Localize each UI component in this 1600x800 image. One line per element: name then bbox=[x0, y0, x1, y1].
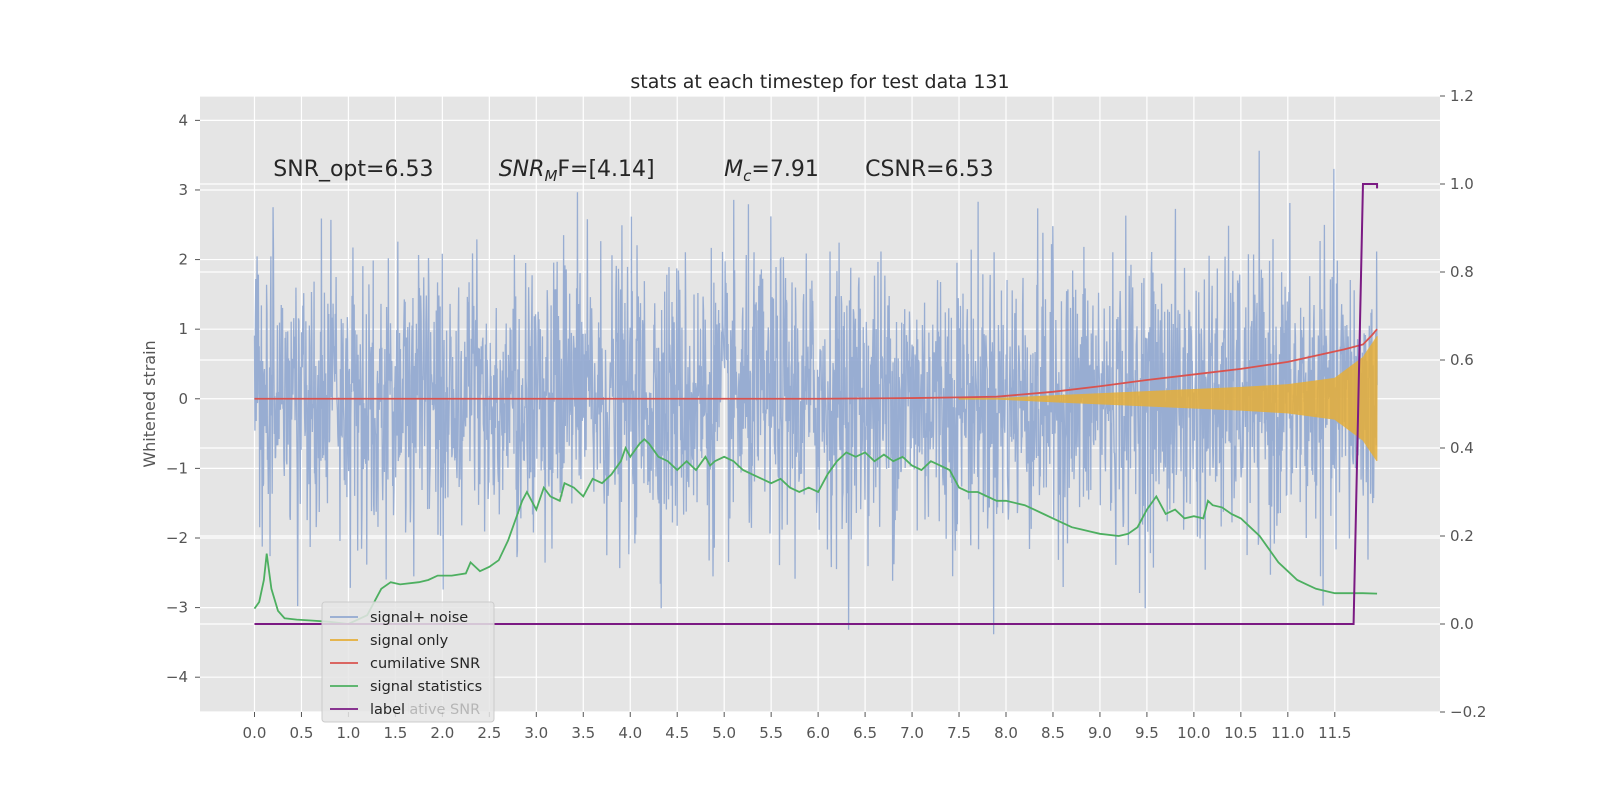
x-tick-label: 11.5 bbox=[1318, 724, 1351, 742]
x-tick-label: 7.5 bbox=[947, 724, 971, 742]
x-tick-label: 11.0 bbox=[1271, 724, 1304, 742]
x-tick-label: 4.5 bbox=[665, 724, 689, 742]
x-tick-label: 8.5 bbox=[1041, 724, 1065, 742]
legend-label: cumilative SNR bbox=[370, 656, 480, 672]
x-tick-label: 2.0 bbox=[430, 724, 454, 742]
y2-tick-label: 0.4 bbox=[1450, 439, 1474, 457]
legend: signal+ noise signal only cumilative SNR si… bbox=[321, 601, 495, 723]
y-tick-label: 3 bbox=[178, 181, 188, 199]
y-tick-label: 2 bbox=[178, 251, 188, 269]
legend-label: signal+ noise bbox=[370, 610, 468, 626]
annotation-text: SNR_opt=6.53 bbox=[273, 157, 433, 182]
x-tick-label: 9.0 bbox=[1088, 724, 1112, 742]
x-tick-label: 10.0 bbox=[1177, 724, 1210, 742]
x-tick-label: 8.0 bbox=[994, 724, 1018, 742]
cumulative-snr-line bbox=[254, 328, 1378, 400]
y2-tick-label: 1.0 bbox=[1450, 175, 1474, 193]
x-tick-label: 5.0 bbox=[712, 724, 736, 742]
x-tick-label: 2.5 bbox=[477, 724, 501, 742]
signal-only-line bbox=[958, 336, 1378, 461]
x-tick-label: 4.0 bbox=[618, 724, 642, 742]
x-tick-label: 9.5 bbox=[1135, 724, 1159, 742]
x-tick-label: 1.5 bbox=[383, 724, 407, 742]
y-tick-label: 1 bbox=[178, 320, 188, 338]
y-tick-label: 0 bbox=[178, 390, 188, 408]
x-tick-label: 1.0 bbox=[336, 724, 360, 742]
y-tick-label: 4 bbox=[178, 111, 188, 129]
signal-noise-series bbox=[253, 150, 1378, 635]
y2-tick-label: 0.6 bbox=[1450, 351, 1474, 369]
signal-noise-line bbox=[253, 150, 1378, 635]
x-tick-label: 5.5 bbox=[759, 724, 783, 742]
y-axis-label: Whitened strain bbox=[140, 340, 159, 467]
legend-box bbox=[321, 601, 495, 723]
line-series bbox=[253, 183, 1379, 625]
x-tick-label: 3.5 bbox=[571, 724, 595, 742]
annotation-text: SNRMF=[4.14] bbox=[499, 157, 655, 185]
signal-statistics-line bbox=[253, 437, 1378, 625]
x-tick-label: 10.5 bbox=[1224, 724, 1257, 742]
legend-label: signal only bbox=[370, 633, 449, 649]
y2-tick-label: 1.2 bbox=[1450, 87, 1474, 105]
y-tick-label: −3 bbox=[166, 599, 188, 617]
y2-tick-label: 0.2 bbox=[1450, 527, 1474, 545]
axes: 0.0 0.5 1.0 1.5 2.0 2.5 3.0 3.5 4.0 4.5 5.0 5.5 6.0 6… bbox=[166, 87, 1487, 742]
legend-label: signal statistics bbox=[370, 679, 482, 695]
y-tick-label: −4 bbox=[166, 668, 188, 686]
y-tick-label: −1 bbox=[166, 459, 188, 477]
x-tick-label: 3.0 bbox=[524, 724, 548, 742]
label-line bbox=[254, 183, 1379, 625]
x-tick-label: 6.5 bbox=[853, 724, 877, 742]
y-tick-label: −2 bbox=[166, 529, 188, 547]
y2-tick-label: −0.2 bbox=[1450, 703, 1486, 721]
x-tick-label: 6.0 bbox=[806, 724, 830, 742]
x-tick-label: 0.5 bbox=[290, 724, 314, 742]
y2-tick-label: 0.8 bbox=[1450, 263, 1474, 281]
annotation-text: Mc=7.91 bbox=[724, 157, 819, 185]
y2-tick-label: 0.0 bbox=[1450, 615, 1474, 633]
annotation-text: CSNR=6.53 bbox=[865, 157, 994, 182]
x-tick-label: 0.0 bbox=[243, 724, 267, 742]
chart-title: stats at each timestep for test data 131 bbox=[630, 71, 1009, 93]
annotations: SNR_opt=6.53 SNRMF=[4.14] Mc=7.91 CSNR=6.53 bbox=[273, 157, 993, 185]
signal-only-series bbox=[958, 336, 1378, 461]
x-tick-label: 7.0 bbox=[900, 724, 924, 742]
legend-label: label bbox=[370, 702, 405, 718]
